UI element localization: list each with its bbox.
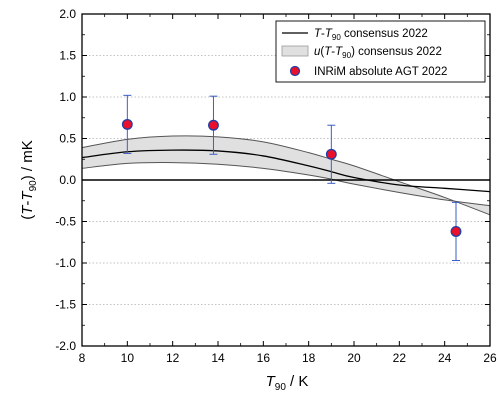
x-tick-label: 24 xyxy=(438,351,452,365)
data-point xyxy=(121,118,133,130)
data-point xyxy=(450,226,462,237)
x-tick-label: 26 xyxy=(483,351,497,365)
axis-ticks: 2.0 1.5 1.0 0.5 0.0 -0.5 -1.0 -1.5 -2.08 10 12 14 16… xyxy=(55,7,497,365)
band-fill xyxy=(82,135,490,215)
y-tick-label: -1.0 xyxy=(55,256,76,270)
y-axis-title-dash: - xyxy=(19,201,36,206)
legend-consensus-t90: T xyxy=(325,28,333,40)
legend-consensus-rest: consensus 2022 xyxy=(341,28,428,40)
consensus-curve xyxy=(81,149,491,193)
y-axis-title-t90: T xyxy=(19,190,36,201)
y-tick-label: -1.5 xyxy=(55,298,76,312)
legend-uncertainty-open: ( xyxy=(320,46,324,58)
y-axis-title-close: ) / mK xyxy=(19,140,36,180)
y-tick-label: 1.5 xyxy=(59,49,76,63)
legend: T-T90 consensus 2022 u(T-T90) consensus … xyxy=(275,20,486,83)
y-tick-label: 0.0 xyxy=(59,173,76,187)
x-tick-label: 20 xyxy=(347,351,361,365)
x-tick-label: 8 xyxy=(79,351,86,365)
legend-uncertainty-t90: T xyxy=(335,46,343,58)
legend-uncertainty-rest: ) consensus 2022 xyxy=(351,46,442,58)
x-tick-label: 16 xyxy=(257,351,271,365)
x-axis-title: T90 / K xyxy=(266,373,309,393)
x-tick-label: 18 xyxy=(302,351,316,365)
y-axis-title: (T-T90) / mK xyxy=(19,140,39,219)
y-axis-title-sub: 90 xyxy=(28,180,39,192)
y-tick-label: 2.0 xyxy=(59,7,76,21)
data-point xyxy=(208,119,219,131)
inrim-points xyxy=(121,94,462,262)
legend-consensus-sub: 90 xyxy=(332,33,341,42)
legend-uncertainty-t: T xyxy=(324,46,332,58)
legend-uncertainty-swatch xyxy=(281,45,309,57)
x-tick-label: 12 xyxy=(166,351,180,365)
y-tick-label: -2.0 xyxy=(55,339,76,353)
y-axis-title-open: ( xyxy=(19,215,36,220)
x-axis-title-sub: 90 xyxy=(275,382,287,393)
y-axis-title-t: T xyxy=(19,204,36,215)
consensus-line xyxy=(81,149,491,193)
x-tick-label: 22 xyxy=(393,351,407,365)
legend-uncertainty-dash: - xyxy=(331,46,335,58)
legend-consensus-t: T xyxy=(314,28,322,40)
legend-inrim-marker xyxy=(289,65,301,77)
legend-inrim-label: INRiM absolute AGT 2022 xyxy=(314,66,447,78)
x-tick-label: 10 xyxy=(121,351,135,365)
legend-uncertainty-sub: 90 xyxy=(342,51,351,60)
legend-consensus-label: T-T90 consensus 2022 xyxy=(314,28,428,42)
y-tick-label: 0.5 xyxy=(59,132,76,146)
legend-uncertainty-u: u xyxy=(314,46,321,58)
band-lower-edge xyxy=(81,162,491,207)
x-tick-label: 14 xyxy=(211,351,225,365)
data-point xyxy=(325,148,337,160)
legend-consensus-dash: - xyxy=(321,28,325,40)
x-axis-title-t: T xyxy=(266,373,277,390)
legend-box xyxy=(275,20,486,83)
x-axis-title-suffix: / K xyxy=(286,373,309,390)
y-tick-label: 1.0 xyxy=(59,90,76,104)
legend-uncertainty-label: u(T-T90) consensus 2022 xyxy=(314,46,442,60)
y-tick-label: -0.5 xyxy=(55,215,76,229)
